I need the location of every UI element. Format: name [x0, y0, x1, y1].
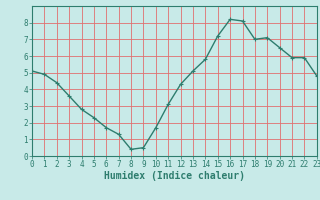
X-axis label: Humidex (Indice chaleur): Humidex (Indice chaleur) [104, 171, 245, 181]
